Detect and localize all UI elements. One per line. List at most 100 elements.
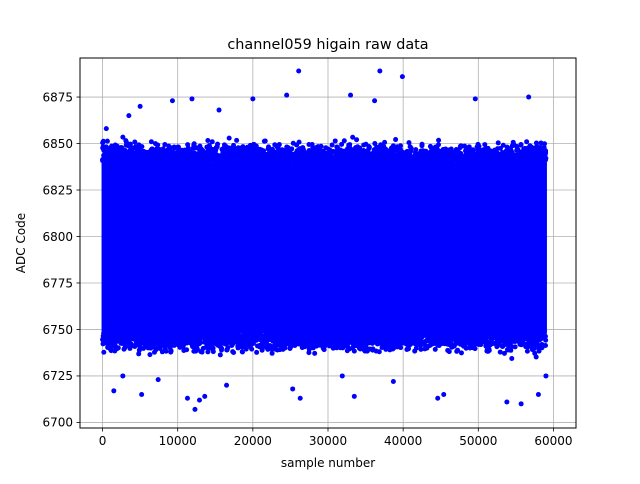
data-point — [534, 341, 540, 347]
data-point — [463, 159, 469, 165]
outlier-point — [372, 98, 378, 104]
data-point — [478, 152, 484, 158]
data-point — [110, 157, 116, 163]
data-point — [482, 142, 488, 148]
data-point — [393, 137, 399, 143]
data-point — [537, 334, 543, 340]
data-point — [501, 350, 507, 356]
data-point — [101, 147, 107, 153]
data-point — [434, 145, 440, 151]
data-point — [269, 350, 275, 356]
data-point — [207, 338, 213, 344]
data-point — [369, 158, 375, 164]
data-point — [418, 156, 424, 162]
y-tick-label: 6775 — [42, 276, 73, 290]
data-point — [122, 156, 128, 162]
data-point — [427, 143, 433, 149]
outlier-point — [120, 373, 126, 379]
data-point — [226, 151, 232, 157]
data-point — [281, 153, 287, 159]
outlier-point — [216, 107, 222, 113]
data-point — [114, 150, 120, 156]
data-point — [239, 344, 245, 350]
data-point — [528, 332, 534, 338]
data-point — [105, 344, 111, 350]
data-point — [538, 144, 544, 150]
data-point — [180, 159, 186, 165]
data-point — [440, 148, 446, 154]
y-tick-label: 6750 — [42, 323, 73, 337]
data-point — [245, 337, 251, 343]
data-point — [236, 338, 242, 344]
y-axis-label: ADC Code — [14, 213, 28, 273]
data-point — [339, 337, 345, 343]
data-point — [487, 152, 493, 158]
data-point — [205, 345, 211, 351]
data-point — [409, 155, 415, 161]
data-point — [251, 142, 257, 148]
data-point — [378, 145, 384, 151]
data-point — [294, 148, 300, 154]
data-point — [306, 141, 312, 147]
data-point — [387, 149, 393, 155]
data-point — [103, 340, 109, 346]
outlier-point — [250, 96, 256, 102]
data-point — [159, 153, 165, 159]
data-point — [133, 144, 139, 150]
data-point — [252, 158, 258, 164]
outlier-point — [339, 373, 345, 379]
data-point — [326, 159, 332, 165]
data-point — [234, 137, 240, 143]
data-point — [447, 156, 453, 162]
data-point — [275, 336, 281, 342]
data-point — [294, 156, 300, 162]
data-point — [541, 331, 547, 337]
data-point — [232, 331, 238, 337]
data-point — [257, 331, 263, 337]
data-point — [447, 147, 453, 153]
data-point — [459, 154, 465, 160]
data-point — [108, 149, 114, 155]
data-point — [100, 158, 106, 164]
data-point — [365, 149, 371, 155]
data-point — [347, 147, 353, 153]
outlier-point — [351, 393, 357, 399]
data-point — [169, 337, 175, 343]
data-point — [114, 332, 120, 338]
data-point — [514, 143, 520, 149]
data-point — [269, 344, 275, 350]
data-point — [225, 145, 231, 151]
data-point — [189, 159, 195, 165]
data-point — [435, 342, 441, 348]
outlier-point — [297, 395, 303, 401]
data-point — [162, 141, 168, 147]
data-point — [148, 139, 154, 145]
data-point — [279, 147, 285, 153]
data-point — [205, 137, 211, 143]
outlier-point — [290, 386, 296, 392]
data-point — [321, 159, 327, 165]
data-point — [235, 333, 241, 339]
data-point — [132, 331, 138, 337]
data-point — [392, 334, 398, 340]
data-point — [430, 339, 436, 345]
data-point — [209, 334, 215, 340]
data-point — [536, 348, 542, 354]
outlier-point — [435, 395, 441, 401]
data-point — [299, 343, 305, 349]
data-point — [397, 146, 403, 152]
data-point — [393, 146, 399, 152]
data-point — [195, 153, 201, 159]
data-point — [274, 347, 280, 353]
data-point — [170, 145, 176, 151]
data-point — [214, 144, 220, 150]
data-point — [377, 155, 383, 161]
data-point — [476, 147, 482, 153]
data-point — [331, 332, 337, 338]
data-point — [486, 339, 492, 345]
outlier-point — [296, 68, 302, 74]
data-point — [214, 156, 220, 162]
data-point — [250, 340, 256, 346]
data-point — [407, 341, 413, 347]
data-point — [347, 153, 353, 159]
